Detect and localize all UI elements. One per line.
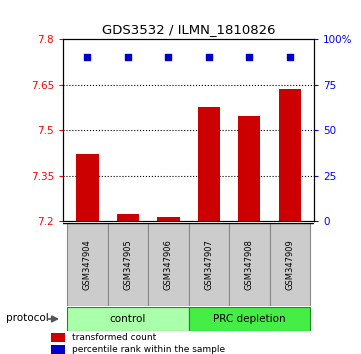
- Bar: [188, 307, 310, 331]
- Bar: [67, 307, 188, 331]
- Bar: [270, 223, 310, 306]
- Bar: [51, 333, 65, 342]
- Bar: [51, 345, 65, 354]
- Point: [165, 54, 171, 60]
- Bar: [67, 223, 108, 306]
- Bar: [188, 223, 229, 306]
- Title: GDS3532 / ILMN_1810826: GDS3532 / ILMN_1810826: [102, 23, 275, 36]
- Bar: [279, 89, 301, 221]
- Bar: [76, 154, 99, 221]
- Text: GSM347907: GSM347907: [204, 239, 213, 290]
- Bar: [108, 223, 148, 306]
- Text: GSM347906: GSM347906: [164, 239, 173, 290]
- Point: [84, 54, 90, 60]
- Text: GSM347905: GSM347905: [123, 239, 132, 290]
- Point: [287, 54, 293, 60]
- Text: GSM347904: GSM347904: [83, 239, 92, 290]
- Text: protocol: protocol: [6, 313, 49, 323]
- Text: GSM347909: GSM347909: [285, 239, 294, 290]
- Text: PRC depletion: PRC depletion: [213, 314, 286, 324]
- Bar: [238, 116, 260, 221]
- Text: GSM347908: GSM347908: [245, 239, 254, 290]
- Bar: [198, 107, 220, 221]
- Text: control: control: [110, 314, 146, 324]
- Point: [125, 54, 131, 60]
- Point: [247, 54, 252, 60]
- Bar: [148, 223, 188, 306]
- Text: percentile rank within the sample: percentile rank within the sample: [72, 345, 225, 354]
- Bar: [229, 223, 270, 306]
- Text: transformed count: transformed count: [72, 333, 156, 342]
- Bar: [157, 217, 179, 221]
- Point: [206, 54, 212, 60]
- Bar: [117, 214, 139, 221]
